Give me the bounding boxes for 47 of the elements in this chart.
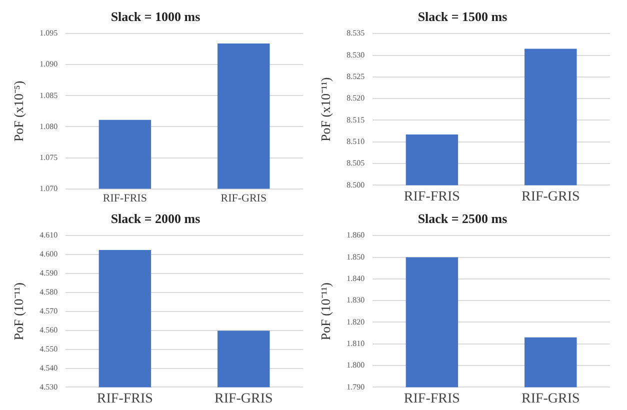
y-tick-label: 1.075 [40, 152, 58, 162]
y-tick-label: 8.525 [346, 72, 365, 82]
y-tick-label: 8.530 [346, 50, 365, 60]
x-tick-label: RIF-GRIS [214, 391, 273, 406]
y-tick-label: 4.590 [40, 268, 58, 278]
y-tick-label: 1.790 [346, 382, 365, 392]
y-axis-title: PoF (x10⁻¹¹) [318, 77, 334, 142]
y-tick-label: 1.810 [346, 338, 365, 348]
x-tick-label: RIF-FRIS [102, 192, 147, 204]
y-tick-label: 1.840 [346, 274, 365, 284]
y-tick-label: 4.550 [40, 344, 58, 354]
y-axis-title: PoF (x10⁻⁵) [11, 80, 26, 142]
y-tick-label: 1.850 [346, 252, 365, 262]
y-axis-title: PoF (10⁻¹¹) [318, 282, 334, 340]
x-tick-label: RIF-FRIS [404, 391, 460, 406]
y-tick-label: 8.500 [346, 180, 365, 190]
chart-title: Slack = 1500 ms [418, 9, 508, 24]
y-tick-label: 8.510 [346, 136, 365, 146]
x-tick-label: RIF-GRIS [220, 192, 267, 204]
y-tick-label: 1.820 [346, 317, 365, 326]
y-tick-label: 1.070 [40, 184, 58, 193]
y-tick-label: 1.830 [346, 296, 365, 305]
y-tick-label: 1.800 [346, 360, 365, 370]
x-tick-label: RIF-FRIS [96, 391, 153, 406]
y-tick-label: 8.505 [346, 158, 365, 168]
y-tick-label: 1.090 [40, 60, 58, 69]
y-tick-label: 4.540 [40, 363, 58, 372]
y-tick-label: 1.095 [40, 28, 58, 38]
x-tick-label: RIF-GRIS [521, 189, 580, 204]
y-tick-label: 1.080 [40, 122, 58, 131]
chart-title: Slack = 2500 ms [418, 211, 508, 226]
y-tick-label: 8.520 [346, 94, 365, 103]
y-tick-label: 4.580 [40, 288, 58, 297]
y-tick-label: 4.600 [40, 250, 58, 259]
y-tick-label: 1.860 [346, 230, 365, 240]
y-tick-label: 1.085 [40, 90, 58, 100]
x-tick-label: RIF-FRIS [404, 189, 460, 204]
chart-title: Slack = 1000 ms [110, 9, 200, 24]
y-tick-label: 4.530 [40, 382, 58, 392]
chart-title: Slack = 2000 ms [110, 211, 200, 226]
y-tick-label: 8.515 [346, 115, 365, 124]
y-tick-label: 4.610 [40, 230, 58, 240]
y-axis-title: PoF (10⁻¹¹) [11, 282, 26, 340]
x-tick-label: RIF-GRIS [521, 391, 580, 406]
y-tick-label: 4.570 [40, 306, 58, 316]
y-tick-label: 4.560 [40, 325, 58, 334]
y-tick-label: 8.535 [346, 28, 365, 38]
